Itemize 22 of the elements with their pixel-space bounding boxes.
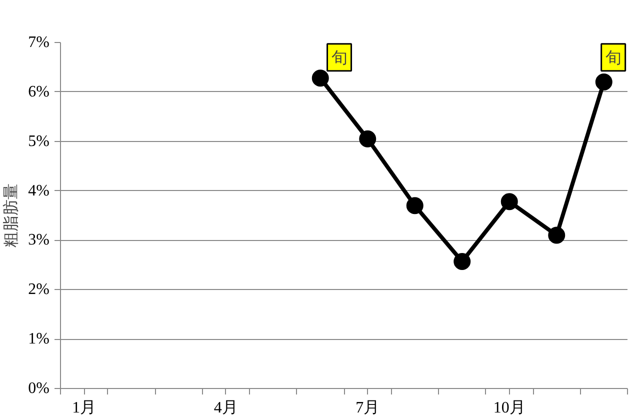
point (500, 193, 518, 210)
y-tick-label: 0% (28, 380, 50, 397)
point (595, 74, 612, 91)
y-tick-label: 4% (28, 182, 50, 200)
x-tick-label: 10月 (493, 400, 526, 416)
y-tick-label: 7% (28, 34, 50, 51)
point (454, 252, 471, 270)
x-tick-label: 4月 (214, 400, 238, 416)
y-tick-label: 6% (28, 83, 50, 100)
point (548, 226, 566, 244)
y-tick-label: 2% (28, 281, 50, 298)
x-tick-label: 1月 (72, 400, 96, 416)
y-tick-label: 5% (28, 132, 50, 150)
annotation: 旬 (605, 48, 622, 67)
y-tick-label: 1% (28, 330, 50, 348)
y-tick-label: 3% (28, 232, 50, 249)
annotation: 旬 (331, 48, 348, 67)
point (312, 70, 329, 87)
x-tick-label: 7月 (356, 400, 380, 416)
point (406, 197, 424, 214)
point (359, 130, 376, 148)
y-axis-title: 粗脂肪量 (2, 184, 20, 248)
